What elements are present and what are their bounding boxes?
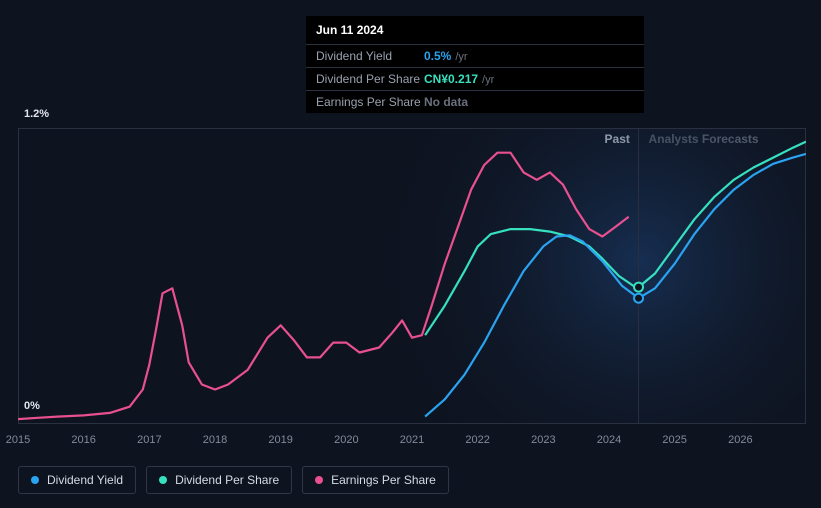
legend: Dividend Yield Dividend Per Share Earnin… bbox=[18, 466, 449, 494]
tooltip-row-value: No data bbox=[424, 95, 468, 109]
x-axis-tick: 2020 bbox=[334, 434, 358, 446]
x-axis-tick: 2023 bbox=[531, 434, 555, 446]
x-axis-tick: 2024 bbox=[597, 434, 621, 446]
chart-svg bbox=[18, 128, 806, 424]
x-axis-tick: 2018 bbox=[203, 434, 227, 446]
x-axis-tick: 2022 bbox=[465, 434, 489, 446]
x-axis-tick: 2019 bbox=[268, 434, 292, 446]
legend-item-label: Dividend Yield bbox=[47, 473, 123, 487]
tooltip-row-value: 0.5% bbox=[424, 49, 451, 63]
chart-tooltip: Jun 11 2024 Dividend Yield 0.5% /yr Divi… bbox=[306, 16, 644, 113]
tooltip-row-label: Dividend Per Share bbox=[316, 72, 424, 86]
legend-item-label: Earnings Per Share bbox=[331, 473, 436, 487]
tooltip-row-label: Dividend Yield bbox=[316, 49, 424, 63]
x-axis-tick: 2016 bbox=[71, 434, 95, 446]
legend-dot-icon bbox=[315, 476, 323, 484]
legend-item-earnings-per-share[interactable]: Earnings Per Share bbox=[302, 466, 449, 494]
legend-item-dividend-yield[interactable]: Dividend Yield bbox=[18, 466, 136, 494]
tooltip-row-suffix: /yr bbox=[482, 74, 494, 86]
tooltip-row: Earnings Per Share No data bbox=[306, 91, 644, 113]
legend-item-dividend-per-share[interactable]: Dividend Per Share bbox=[146, 466, 292, 494]
x-axis-tick: 2015 bbox=[6, 434, 30, 446]
tooltip-row-suffix: /yr bbox=[455, 51, 467, 63]
legend-dot-icon bbox=[31, 476, 39, 484]
x-axis-tick: 2025 bbox=[662, 434, 686, 446]
tooltip-row-label: Earnings Per Share bbox=[316, 95, 424, 109]
tooltip-row: Dividend Per Share CN¥0.217 /yr bbox=[306, 68, 644, 91]
tooltip-row: Dividend Yield 0.5% /yr bbox=[306, 45, 644, 68]
legend-item-label: Dividend Per Share bbox=[175, 473, 279, 487]
y-axis-label-top: 1.2% bbox=[24, 108, 49, 120]
tooltip-date: Jun 11 2024 bbox=[306, 16, 644, 45]
x-axis-tick: 2026 bbox=[728, 434, 752, 446]
chart-area[interactable] bbox=[18, 128, 806, 424]
tooltip-row-value: CN¥0.217 bbox=[424, 72, 478, 86]
x-axis-tick: 2017 bbox=[137, 434, 161, 446]
legend-dot-icon bbox=[159, 476, 167, 484]
x-axis-tick: 2021 bbox=[400, 434, 424, 446]
